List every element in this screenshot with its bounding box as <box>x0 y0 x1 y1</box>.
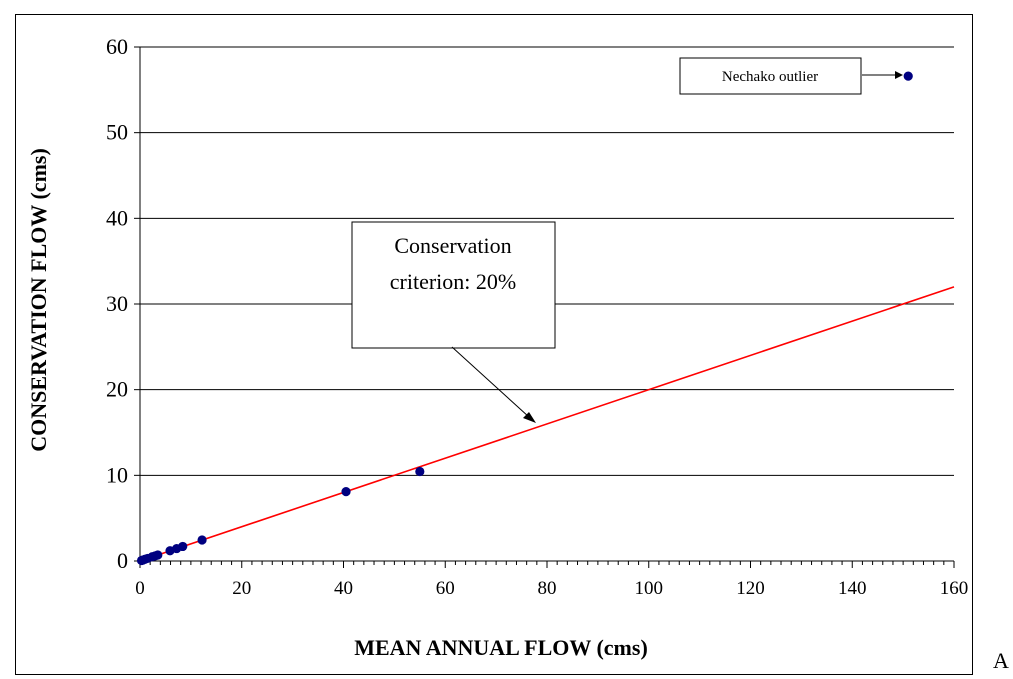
criterion-annotation-arrowhead <box>523 412 536 423</box>
x-tick-label: 100 <box>635 578 664 599</box>
y-tick-label: 40 <box>106 205 128 230</box>
y-axis-title: CONSERVATION FLOW (cms) <box>26 148 51 452</box>
y-tick-label: 60 <box>106 34 128 59</box>
outlier-annotation: Nechako outlier <box>679 57 903 95</box>
y-tick-label: 10 <box>106 462 128 487</box>
x-tick-label: 60 <box>436 578 455 599</box>
y-tick-label: 50 <box>106 120 128 145</box>
criterion-line <box>139 286 955 562</box>
x-tick-label: 40 <box>334 578 353 599</box>
outlier-annotation-arrowhead <box>895 71 903 79</box>
data-point-9 <box>178 541 188 552</box>
data-point-11 <box>341 487 351 497</box>
y-tick-label: 0 <box>117 548 128 573</box>
scatter-chart: 0 10 20 30 40 50 60 0 20 40 60 80 100 120 140 160 CONS… <box>26 34 969 660</box>
criterion-annotation: Conservation criterion: 20% <box>351 221 556 423</box>
x-tick-label: 140 <box>838 578 867 599</box>
x-tick-label: 160 <box>940 578 969 599</box>
criterion-annotation-line1: Conservation <box>394 233 511 258</box>
x-axis-title: MEAN ANNUAL FLOW (cms) <box>354 635 648 660</box>
data-point-12 <box>415 466 425 477</box>
side-letter: A <box>993 648 1009 673</box>
chart-frame: 0 10 20 30 40 50 60 0 20 40 60 80 100 120 140 160 CONS… <box>15 14 973 675</box>
outlier-annotation-text: Nechako outlier <box>722 69 818 85</box>
x-tick-label: 0 <box>135 578 145 599</box>
criterion-annotation-line2: criterion: 20% <box>390 269 516 294</box>
outlier-annotation-box <box>679 57 862 95</box>
x-tick-label: 120 <box>736 578 765 599</box>
data-point-13 <box>903 71 913 81</box>
criterion-annotation-arrow <box>451 346 530 418</box>
data-point-6 <box>153 550 163 560</box>
criterion-annotation-box <box>351 221 556 349</box>
x-tick-label: 20 <box>232 578 251 599</box>
y-tick-label: 30 <box>106 291 128 316</box>
x-tick-label: 80 <box>538 578 557 599</box>
data-point-10 <box>197 535 207 545</box>
y-tick-label: 20 <box>106 377 128 402</box>
